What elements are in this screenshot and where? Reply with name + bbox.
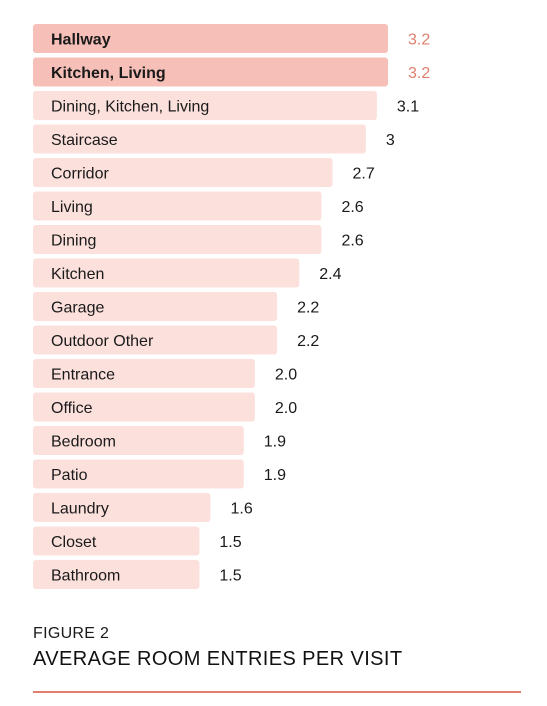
bar (33, 124, 366, 154)
bar (33, 91, 377, 120)
bar (33, 191, 322, 221)
category-label: Bedroom (51, 434, 116, 451)
bar (33, 359, 255, 388)
bar-group: Corridor 2.7 (33, 158, 375, 187)
bar-group: Garage 2.2 (33, 292, 319, 321)
category-label: Kitchen (51, 266, 104, 283)
bar (33, 158, 333, 187)
category-label: Corridor (51, 166, 109, 183)
bar (33, 526, 200, 556)
value-label: 2.6 (341, 199, 363, 216)
category-label: Closet (51, 534, 97, 551)
category-label: Kitchen, Living (51, 65, 166, 82)
value-label: 1.5 (219, 534, 241, 551)
figure-label: FIGURE 2 (33, 625, 110, 642)
bar (33, 325, 278, 355)
bar (33, 57, 388, 87)
value-label: 2.6 (341, 233, 363, 250)
value-label: 2.4 (319, 266, 341, 283)
bar-group: Kitchen, Living 3.2 (33, 57, 430, 87)
bar-group: Laundry 1.6 (33, 493, 253, 522)
value-label: 2.0 (275, 367, 297, 384)
value-label: 3 (386, 132, 395, 149)
bar (33, 258, 300, 288)
bar-group: Office 2.0 (33, 392, 297, 422)
bar-group: Patio 1.9 (33, 459, 286, 489)
category-label: Patio (51, 467, 88, 484)
value-label: 2.2 (297, 300, 319, 317)
bar-group: Outdoor Other 2.2 (33, 325, 319, 355)
category-label: Bathroom (51, 568, 120, 585)
bar (33, 493, 211, 522)
bar (33, 459, 244, 489)
bar-group: Staircase 3 (33, 124, 395, 154)
bar (33, 560, 200, 589)
category-label: Office (51, 400, 93, 417)
bar-group: Living 2.6 (33, 191, 364, 221)
bar-group: Closet 1.5 (33, 526, 242, 556)
value-label: 1.5 (219, 568, 241, 585)
bar-group: Dining 2.6 (33, 225, 364, 254)
value-label: 1.6 (231, 501, 253, 518)
bar-group: Kitchen 2.4 (33, 258, 342, 288)
value-label: 2.7 (353, 166, 375, 183)
bar-group: Bedroom 1.9 (33, 426, 286, 455)
bar (33, 225, 322, 254)
category-label: Garage (51, 300, 104, 317)
bar-chart: Hallway 3.2 Kitchen, Living 3.2 Dining, Kitc… (33, 24, 430, 589)
category-label: Entrance (51, 367, 115, 384)
value-label: 1.9 (264, 434, 286, 451)
value-label: 2.0 (275, 400, 297, 417)
bar-group: Entrance 2.0 (33, 359, 297, 388)
category-label: Living (51, 199, 93, 216)
value-label: 3.2 (408, 32, 430, 49)
bar (33, 426, 244, 455)
bar-group: Hallway 3.2 (33, 24, 430, 53)
value-label: 1.9 (264, 467, 286, 484)
category-label: Staircase (51, 132, 118, 149)
value-label: 3.2 (408, 65, 430, 82)
value-label: 3.1 (397, 99, 419, 116)
category-label: Dining (51, 233, 96, 250)
value-label: 2.2 (297, 333, 319, 350)
bar-group: Dining, Kitchen, Living 3.1 (33, 91, 419, 120)
category-label: Laundry (51, 501, 109, 518)
bar-group: Bathroom 1.5 (33, 560, 242, 589)
bar (33, 24, 388, 53)
figure-title: AVERAGE ROOM ENTRIES PER VISIT (33, 648, 403, 670)
category-label: Outdoor Other (51, 333, 154, 350)
bar (33, 392, 255, 422)
category-label: Dining, Kitchen, Living (51, 99, 209, 116)
bar (33, 292, 278, 321)
divider-rule (33, 691, 521, 693)
category-label: Hallway (51, 32, 111, 49)
